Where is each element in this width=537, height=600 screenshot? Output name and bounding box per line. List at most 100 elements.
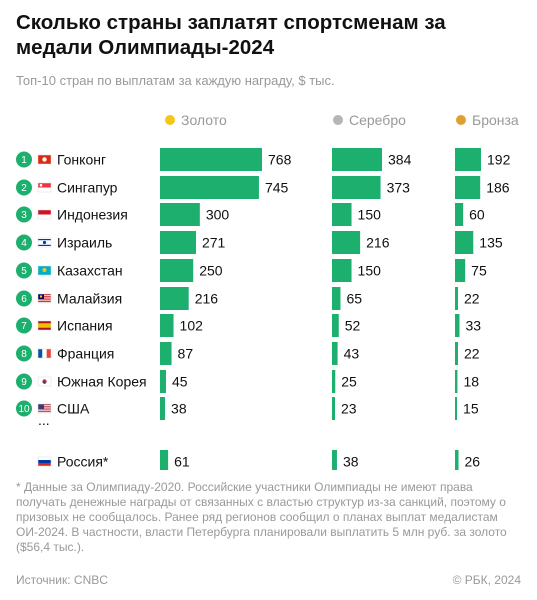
value-label-gold: 45 <box>172 374 188 390</box>
legend-bronze-label: Бронза <box>472 112 519 128</box>
country-label: Россия* <box>57 454 109 470</box>
footnote: * Данные за Олимпиаду-2020. Российские у… <box>16 480 507 554</box>
bar-silver <box>332 370 336 393</box>
value-label-bronze: 15 <box>463 401 479 417</box>
value-label-silver: 25 <box>341 374 357 390</box>
bar-bronze <box>455 203 464 226</box>
legend-gold-label: Золото <box>181 112 227 128</box>
chart-title: Сколько страны заплатят спортсменам за м… <box>16 11 446 59</box>
bar-bronze <box>455 231 474 254</box>
value-label-silver: 52 <box>345 318 361 334</box>
bar-bronze <box>455 314 460 337</box>
value-label-silver: 38 <box>343 454 359 470</box>
rank-number: 8 <box>21 349 27 360</box>
value-label-silver: 150 <box>358 207 382 223</box>
rank-badge <box>16 290 32 307</box>
bar-silver <box>332 314 339 337</box>
value-label-silver: 384 <box>388 152 412 168</box>
bar-gold <box>160 259 194 282</box>
country-label: Казахстан <box>57 263 123 279</box>
value-label-gold: 250 <box>199 263 223 279</box>
silver-dot-icon <box>333 115 343 125</box>
country-label: США <box>57 401 90 417</box>
bar-silver <box>332 176 381 199</box>
bar-silver <box>332 342 338 365</box>
rank-badge <box>16 373 32 390</box>
value-label-bronze: 75 <box>471 263 487 279</box>
source: Источник: CNBC <box>16 573 108 587</box>
value-label-gold: 745 <box>265 180 289 196</box>
spain-flag-icon <box>37 320 52 331</box>
bar-bronze <box>455 342 458 365</box>
bar-gold <box>160 342 172 365</box>
russia-flag-icon <box>37 456 52 467</box>
rank-badge <box>16 234 32 251</box>
bar-bronze <box>455 450 459 470</box>
country-label: Франция <box>57 346 114 362</box>
rank-number: 6 <box>21 294 27 305</box>
bar-gold <box>160 397 166 420</box>
bronze-dot-icon <box>456 115 466 125</box>
bar-bronze <box>455 397 458 420</box>
rank-badge <box>16 151 32 168</box>
south-korea-flag-icon <box>37 376 52 387</box>
value-label-silver: 43 <box>344 346 360 362</box>
rank-number: 5 <box>21 266 27 277</box>
rank-badge <box>16 206 32 223</box>
legend-gold: Золото <box>165 112 227 128</box>
rank-number: 3 <box>21 210 27 221</box>
france-flag-icon <box>37 348 52 359</box>
rank-number: 7 <box>21 321 27 332</box>
country-label: Малайзия <box>57 291 122 307</box>
country-label: Израиль <box>57 235 112 251</box>
value-label-bronze: 26 <box>465 454 481 470</box>
legend-silver: Серебро <box>333 112 406 128</box>
value-label-bronze: 60 <box>469 207 485 223</box>
rank-number: 1 <box>21 155 27 166</box>
value-label-silver: 373 <box>387 180 411 196</box>
bar-gold <box>160 148 262 171</box>
value-label-silver: 150 <box>358 263 382 279</box>
country-label: Испания <box>57 318 113 334</box>
rank-number: 9 <box>21 377 27 388</box>
country-label: Индонезия <box>57 207 128 223</box>
singapore-flag-icon <box>37 182 52 193</box>
bar-silver <box>332 259 352 282</box>
bar-gold <box>160 370 166 393</box>
value-label-gold: 216 <box>195 291 219 307</box>
rank-badge <box>16 179 32 196</box>
chart-subtitle: Топ-10 стран по выплатам за каждую награ… <box>16 73 335 88</box>
bar-bronze <box>455 176 481 199</box>
bar-bronze <box>455 148 481 171</box>
country-label: Сингапур <box>57 180 118 196</box>
bar-bronze <box>455 287 458 310</box>
rank-number: 10 <box>18 404 30 415</box>
indonesia-flag-icon <box>37 209 52 220</box>
value-label-bronze: 186 <box>486 180 510 196</box>
value-label-gold: 300 <box>206 207 230 223</box>
value-label-bronze: 18 <box>463 374 479 390</box>
rank-badge <box>16 400 32 417</box>
value-label-gold: 87 <box>178 346 194 362</box>
bar-silver <box>332 148 382 171</box>
bar-bronze <box>455 370 458 393</box>
value-label-gold: 271 <box>202 235 226 251</box>
bar-gold <box>160 450 169 470</box>
rank-badge <box>16 262 32 279</box>
rank-number: 4 <box>21 238 27 249</box>
legend-bronze: Бронза <box>456 112 519 128</box>
hong-kong-flag-icon <box>37 154 52 165</box>
value-label-silver: 23 <box>341 401 357 417</box>
bar-bronze <box>455 259 466 282</box>
bar-gold <box>160 203 200 226</box>
bar-gold <box>160 231 196 254</box>
rank-badge <box>16 345 32 362</box>
bar-silver <box>332 203 352 226</box>
israel-flag-icon <box>37 237 52 248</box>
rank-number: 2 <box>21 183 27 194</box>
value-label-bronze: 135 <box>479 235 503 251</box>
value-label-bronze: 22 <box>464 291 480 307</box>
value-label-gold: 61 <box>174 454 190 470</box>
gold-dot-icon <box>165 115 175 125</box>
